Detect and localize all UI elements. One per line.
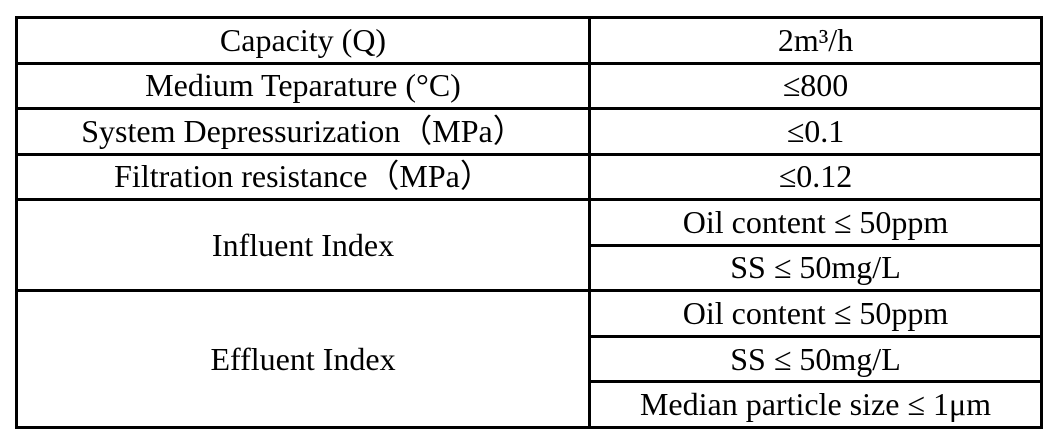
spec-value-capacity: 2m³/h — [588, 16, 1043, 65]
table-row: Capacity (Q) 2m³/h — [15, 16, 1043, 65]
table-row: SS ≤ 50mg/L — [17, 243, 1043, 293]
spec-label-system-depressurization: System Depressurization（MPa） — [15, 107, 591, 156]
spec-value-influent-ss: SS ≤ 50mg/L — [588, 243, 1043, 293]
table-row: Median particle size ≤ 1μm — [17, 380, 1043, 429]
table-row: System Depressurization（MPa） ≤0.1 — [15, 107, 1043, 156]
table-row: SS ≤ 50mg/L — [17, 334, 1043, 384]
spec-label-filtration-resistance: Filtration resistance（MPa） — [15, 152, 591, 202]
spec-value-effluent-oil-content: Oil content ≤ 50ppm — [588, 289, 1043, 338]
specification-table: Capacity (Q) 2m³/h Medium Teparature (°C… — [15, 16, 1043, 429]
spec-label-effluent-index: Effluent Index — [15, 289, 591, 429]
spec-value-effluent-median-particle-size: Median particle size ≤ 1μm — [588, 380, 1043, 429]
spec-value-effluent-ss: SS ≤ 50mg/L — [588, 334, 1043, 384]
spec-label-medium-temperature: Medium Teparature (°C) — [15, 61, 591, 111]
table-row: Influent Index Oil content ≤ 50ppm — [15, 198, 1043, 293]
spec-label-capacity: Capacity (Q) — [15, 16, 591, 65]
spec-label-influent-index: Influent Index — [15, 198, 591, 293]
table-row: Medium Teparature (°C) ≤800 — [15, 61, 1043, 111]
table-row: Effluent Index Oil content ≤ 50ppm — [15, 289, 1043, 429]
spec-value-medium-temperature: ≤800 — [588, 61, 1043, 111]
table-row: Filtration resistance（MPa） ≤0.12 — [15, 152, 1043, 202]
spec-value-system-depressurization: ≤0.1 — [588, 107, 1043, 156]
spec-value-filtration-resistance: ≤0.12 — [588, 152, 1043, 202]
spec-value-influent-oil-content: Oil content ≤ 50ppm — [588, 198, 1043, 247]
